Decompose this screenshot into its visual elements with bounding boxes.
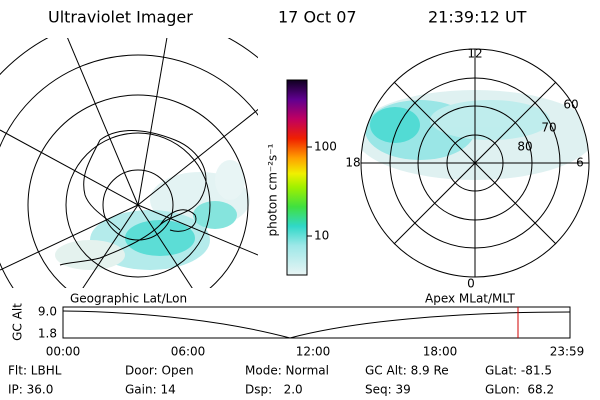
polar-label: 80 — [517, 140, 532, 154]
time: 21:39:12 UT — [428, 8, 527, 27]
colorbar-label: photon cm⁻²s⁻¹ — [266, 143, 280, 236]
footer-field: Seq: 39 — [365, 383, 411, 397]
timeline-x-label: 23:59 — [550, 345, 585, 359]
polar-label: 18 — [345, 156, 360, 170]
footer-field: GLat: -81.5 — [485, 364, 552, 378]
timeline-x-label: 06:00 — [171, 345, 206, 359]
polar-plot: 12 60 70 80 18 6 0 — [345, 47, 590, 291]
footer-field: GLon: 68.2 — [485, 383, 554, 397]
footer-field: Dsp: 2.0 — [245, 383, 303, 397]
footer-field: Flt: LBHL — [8, 364, 62, 378]
colorbar — [286, 79, 308, 276]
timeline-x-label: 12:00 — [296, 345, 331, 359]
polar-label: 12 — [467, 47, 482, 61]
footer-field: IP: 36.0 — [8, 383, 53, 397]
footer: Flt: LBHL Door: Open Mode: Normal GC Alt… — [8, 364, 554, 397]
colorbar-tick: 100 — [314, 140, 337, 154]
footer-field: Gain: 14 — [125, 383, 176, 397]
colorbar-tick: 10 — [314, 229, 329, 243]
date: 17 Oct 07 — [278, 8, 357, 27]
timeline-y-label: 9.0 — [38, 305, 57, 319]
geographic-map — [0, 38, 258, 288]
footer-field: Mode: Normal — [245, 364, 329, 378]
timeline-axis-label: GC Alt — [11, 303, 25, 341]
footer-field: GC Alt: 8.9 Re — [365, 364, 449, 378]
polar-label: 6 — [576, 156, 584, 170]
polar-label: 60 — [563, 98, 578, 112]
title: Ultraviolet Imager — [48, 8, 193, 27]
map-label: Apex MLat/MLT — [425, 292, 515, 306]
timeline: GC Alt 9.0 1.8 00:00 06:00 12:00 18:00 2… — [11, 303, 585, 359]
footer-field: Door: Open — [125, 364, 194, 378]
timeline-y-label: 1.8 — [38, 327, 57, 341]
map-label: Geographic Lat/Lon — [70, 292, 187, 306]
polar-label: 0 — [467, 277, 475, 291]
timeline-x-label: 18:00 — [423, 345, 458, 359]
polar-label: 70 — [541, 121, 556, 135]
timeline-x-label: 00:00 — [46, 345, 81, 359]
